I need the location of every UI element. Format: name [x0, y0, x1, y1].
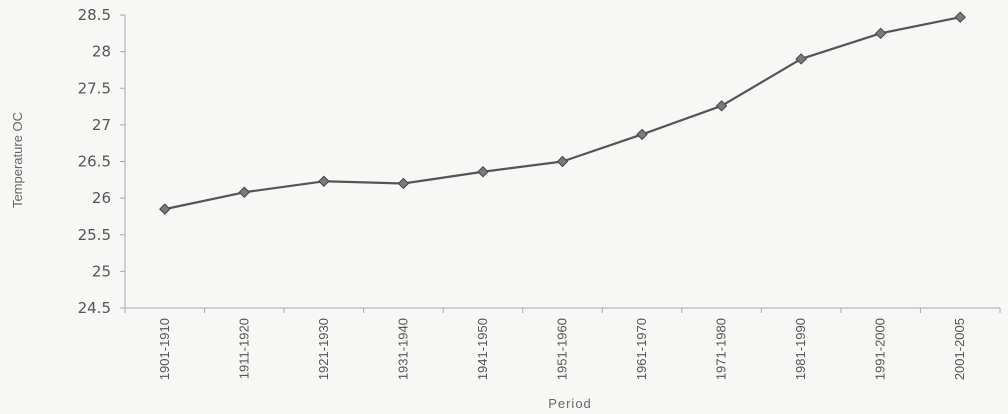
y-tick-label: 24.5 — [78, 299, 111, 317]
x-tick-label: 2001-2005 — [952, 318, 967, 380]
x-tick-label: 1901-1910 — [157, 318, 172, 380]
y-tick-label: 27.5 — [78, 79, 111, 97]
x-tick-label: 1931-1940 — [395, 318, 410, 380]
x-tick-label: 1961-1970 — [634, 318, 649, 380]
x-tick-label: 1951-1960 — [555, 318, 570, 380]
data-point-marker — [874, 27, 887, 40]
data-point-marker — [477, 166, 489, 178]
data-point-marker — [318, 175, 330, 187]
y-tick-label: 27 — [92, 116, 111, 134]
x-tick-label: 1981-1990 — [793, 318, 808, 380]
x-tick-label: 1911-1920 — [236, 318, 251, 379]
x-tick-label: 1971-1980 — [714, 318, 729, 380]
y-tick-label: 25 — [92, 262, 111, 280]
data-point-marker — [795, 53, 807, 65]
y-tick-label: 25.5 — [78, 226, 111, 244]
data-point-marker — [636, 128, 648, 141]
data-point-marker — [556, 155, 569, 168]
data-point-marker — [954, 11, 966, 23]
x-axis: 1901-1910 1911-1920 1921-1930 1931-1940 1941… — [124, 307, 1001, 380]
data-point-marker — [397, 177, 410, 190]
y-tick-label: 28 — [92, 43, 111, 61]
x-tick-label: 1921-1930 — [316, 318, 331, 380]
series-line — [164, 16, 961, 211]
y-axis-title: Temperature OC — [10, 112, 25, 208]
x-tick-label: 1941-1950 — [475, 318, 490, 380]
data-point-marker — [159, 203, 171, 215]
y-tick-label: 26.5 — [78, 153, 111, 171]
data-point-marker — [238, 186, 251, 198]
data-point-marker — [715, 100, 728, 112]
x-axis-title: Period — [548, 396, 592, 411]
x-tick-label: 1991-2000 — [873, 318, 888, 380]
y-tick-label: 28.5 — [78, 6, 111, 24]
y-axis: 24.5 25 25.5 26 26.5 27 27.5 28 28.5 — [78, 6, 126, 317]
y-tick-label: 26 — [92, 189, 111, 207]
plot-area — [159, 11, 966, 215]
